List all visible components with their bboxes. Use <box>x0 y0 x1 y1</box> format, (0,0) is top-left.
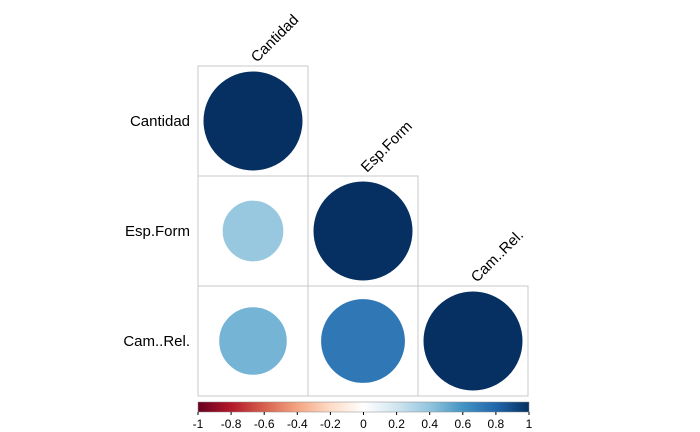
row-label: Cam..Rel. <box>123 333 190 350</box>
colorbar-tick-label: 1 <box>526 417 533 431</box>
colorbar-tick-label: 0.8 <box>488 417 505 431</box>
colorbar: -1 -0.8 -0.6 -0.4 -0.2 0 0.2 0.4 0.6 0.8 1 <box>193 401 533 431</box>
correlation-circle-Cam..Rel.-Cam..Rel. <box>422 290 524 392</box>
column-label: Cam..Rel. <box>468 227 527 286</box>
correlation-circle-Esp.Form-Esp.Form <box>312 180 414 282</box>
colorbar-tick-label: 0.6 <box>454 417 471 431</box>
colorbar-tick-label: 0.2 <box>388 417 405 431</box>
colorbar-tick-label: -0.2 <box>320 417 341 431</box>
colorbar-tick-label: -0.4 <box>287 417 308 431</box>
grid-cell <box>417 285 529 397</box>
colorbar-tick-label: -0.6 <box>254 417 275 431</box>
correlation-circle-Cantidad-Cantidad <box>202 70 304 172</box>
colorbar-gradient <box>197 401 530 413</box>
column-label: Esp.Form <box>358 118 416 176</box>
correlation-circle-Cam..Rel.-Esp.Form <box>320 298 406 384</box>
colorbar-tick-label: -1 <box>193 417 204 431</box>
cell-grid <box>197 65 529 397</box>
colorbar-tick-label: -0.8 <box>221 417 242 431</box>
column-label: Cantidad <box>248 11 302 65</box>
correlation-circle-Esp.Form-Cantidad <box>221 199 285 263</box>
row-label: Esp.Form <box>125 223 190 240</box>
correlation-circles <box>202 70 524 392</box>
correlation-circle-Cam..Rel.-Cantidad <box>218 306 288 376</box>
colorbar-ticks: -1 -0.8 -0.6 -0.4 -0.2 0 0.2 0.4 0.6 0.8 1 <box>193 412 533 431</box>
row-label: Cantidad <box>130 113 190 130</box>
row-labels: Cantidad Esp.Form Cam..Rel. <box>123 113 190 350</box>
colorbar-tick-label: 0 <box>360 417 367 431</box>
colorbar-tick-label: 0.4 <box>421 417 438 431</box>
